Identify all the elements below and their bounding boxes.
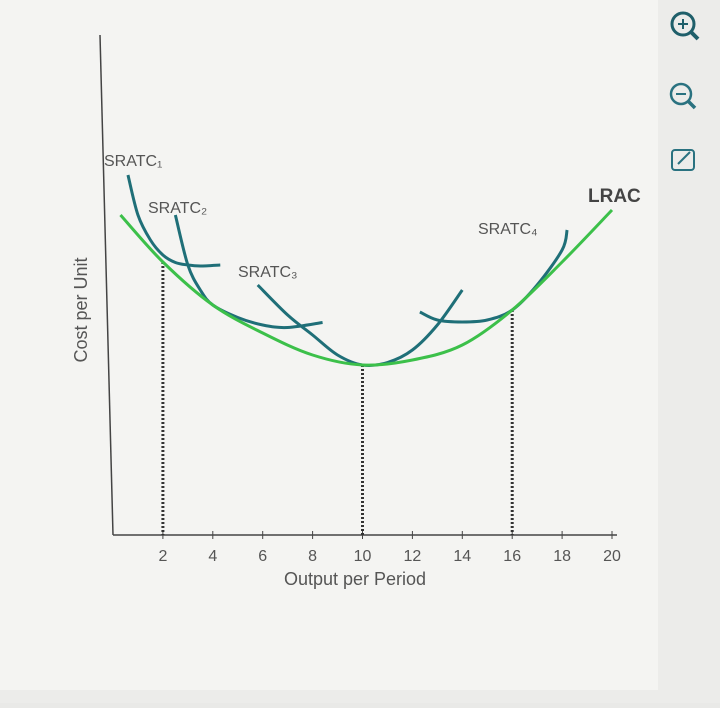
y-axis xyxy=(99,34,114,536)
curve-label: LRAC xyxy=(588,186,641,207)
curve xyxy=(419,229,569,324)
zoom-in[interactable] xyxy=(670,11,700,41)
y-axis-label: Cost per Unit xyxy=(71,257,91,362)
curve-label: SRATC₁ xyxy=(104,153,162,170)
curve xyxy=(126,174,221,268)
x-tick-label: 18 xyxy=(553,548,571,565)
chart-panel xyxy=(0,0,658,690)
curve-label: SRATC₃ xyxy=(238,264,298,281)
curve-label: SRATC₂ xyxy=(148,200,207,217)
x-tick-label: 14 xyxy=(453,548,471,565)
open-external[interactable] xyxy=(671,149,695,171)
curve-label: SRATC₄ xyxy=(478,221,538,238)
curve xyxy=(119,208,614,367)
x-tick-label: 2 xyxy=(158,548,167,565)
x-tick-label: 20 xyxy=(603,548,621,565)
x-tick-label: 10 xyxy=(354,548,372,565)
x-axis-label: Output per Period xyxy=(284,569,426,589)
x-tick-label: 12 xyxy=(404,548,422,565)
x-tick-label: 8 xyxy=(308,548,317,565)
zoom-out[interactable] xyxy=(669,82,697,110)
x-tick-label: 16 xyxy=(503,548,521,565)
x-tick-label: 6 xyxy=(258,548,267,565)
x-tick-label: 4 xyxy=(208,548,217,565)
